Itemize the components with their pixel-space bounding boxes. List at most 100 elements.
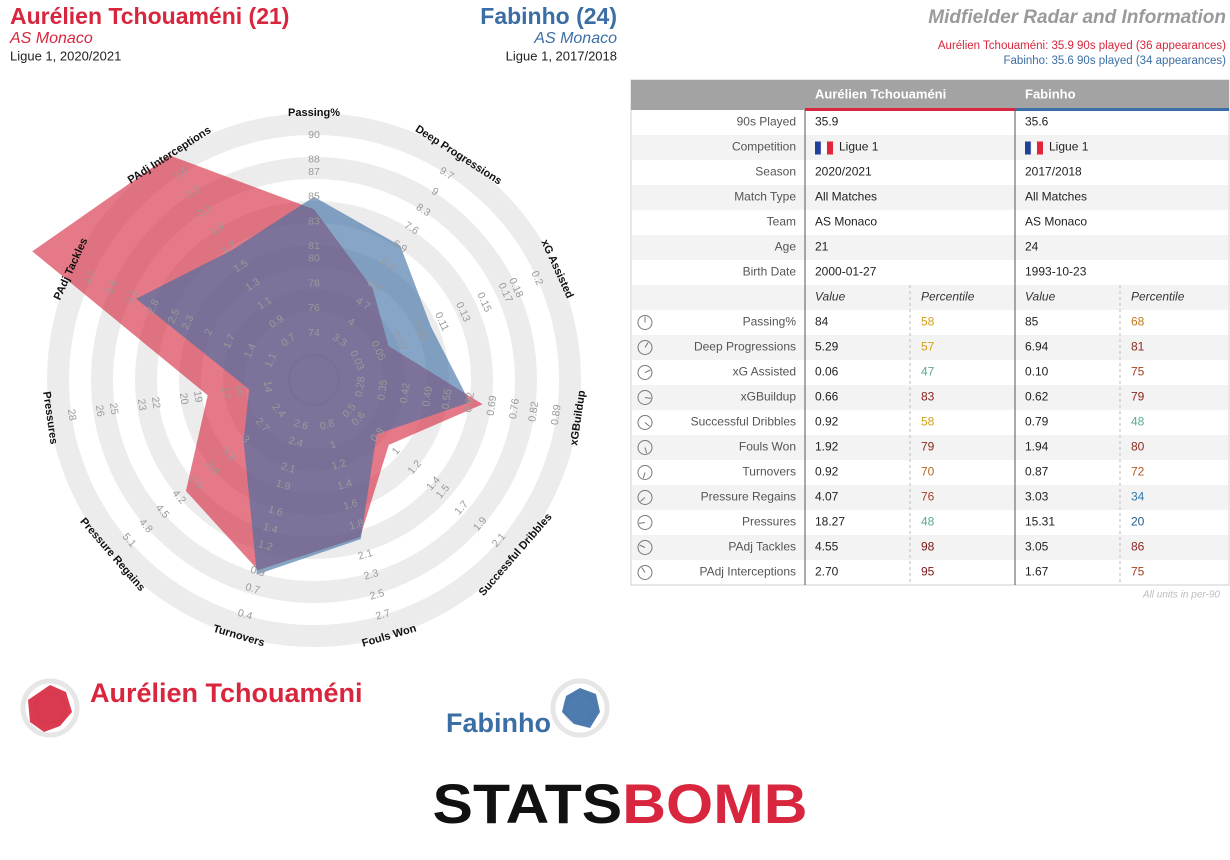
legend-icon (20, 678, 80, 738)
row-shade (632, 385, 1228, 410)
row-label: Match Type (734, 190, 796, 204)
cell-value: 0.87 (1025, 465, 1049, 479)
ring (91, 157, 537, 603)
cell-value: 18.27 (815, 515, 845, 529)
icon-needle (640, 497, 646, 502)
radar-tick-label: 1.8 (348, 517, 366, 533)
radar-tick-label: 19 (191, 390, 205, 403)
row-label: Pressures (742, 515, 796, 529)
flag-icon (815, 141, 833, 155)
row-label: PAdj Interceptions (700, 565, 797, 579)
row-label: Age (775, 240, 797, 254)
radar-tick-label: 3.4 (103, 278, 120, 296)
radar-tick-label: 1.2 (330, 457, 348, 473)
percentile: 48 (1131, 415, 1145, 429)
percentile: 76 (921, 490, 935, 504)
cell-value: All Matches (815, 190, 877, 204)
cell-value: 0.92 (815, 415, 839, 429)
radar-tick-label: 9 (429, 185, 441, 198)
flag-stripe (815, 141, 821, 155)
row-label: Deep Progressions (694, 340, 796, 354)
radar-tick-label: 2.1 (279, 460, 297, 476)
radar-tick-label: 4 (346, 315, 358, 328)
icon-needle (644, 422, 650, 427)
radar-tick-label: 16 (233, 384, 247, 397)
radar-tick-label: 1 (329, 438, 338, 451)
percentile: 75 (1131, 565, 1145, 579)
radar-tick-label: 0.28 (353, 376, 368, 398)
percentile: 83 (921, 390, 935, 404)
cell-value: 2020/2021 (815, 165, 872, 179)
percentile: 80 (1131, 440, 1145, 454)
radar-tick-label: 1.7 (221, 332, 238, 350)
column-header: Fabinho (1025, 86, 1076, 101)
cell-value: 1993-10-23 (1025, 265, 1087, 279)
row-shade (632, 435, 1228, 460)
row-shade (632, 535, 1228, 560)
radar-tick-label: 1.2 (257, 538, 275, 554)
radar-tick-label: 1.4 (336, 477, 354, 493)
row-shade (632, 235, 1228, 260)
left-player-team: AS Monaco (9, 30, 93, 47)
radar-tick-label: 14 (261, 380, 275, 393)
cell-value: 35.6 (1025, 115, 1049, 129)
row-label: Turnovers (742, 465, 796, 479)
icon-needle (644, 447, 648, 454)
radar-tick-label: 2.5 (368, 587, 386, 603)
cell-value: 3.03 (1025, 490, 1049, 504)
cell-value: 3.05 (1025, 540, 1049, 554)
radar-tick-label: 0.69 (485, 394, 500, 416)
radar-tick-label: 88 (308, 154, 320, 166)
radar-tick-label: 23 (135, 398, 149, 411)
cell-value: Ligue 1 (839, 140, 879, 154)
stat-icon (637, 465, 653, 480)
percentile: 58 (921, 315, 935, 329)
flag-stripe (1025, 141, 1031, 155)
percentile: 70 (921, 465, 935, 479)
percentile: 57 (921, 340, 935, 354)
cell-value: 35.9 (815, 115, 839, 129)
left-player-season: Ligue 1, 2020/2021 (10, 48, 121, 63)
percentile: 47 (921, 365, 935, 379)
radar-tick-label: 90 (308, 129, 320, 141)
row-shade (632, 135, 1228, 160)
stat-icon (637, 540, 653, 555)
icon-needle (644, 369, 651, 373)
icon-circle (637, 465, 653, 480)
info-line: Aurélien Tchouaméni: 35.9 90s played (36… (938, 40, 1226, 52)
row-shade (632, 335, 1228, 360)
radar-tick-label: 76 (308, 302, 320, 314)
stat-icon (637, 490, 653, 505)
radar-tick-label: 85 (308, 191, 320, 203)
percentile: 75 (1131, 365, 1145, 379)
icon-needle (644, 397, 652, 399)
radar-tick-label: 3.7 (82, 269, 99, 287)
cell-value: All Matches (1025, 190, 1087, 204)
row-label: Competition (732, 140, 796, 154)
row-label: Passing% (743, 315, 797, 329)
row-label: Pressure Regains (701, 490, 796, 504)
percentile: 98 (921, 540, 935, 554)
cell-value: 0.06 (815, 365, 839, 379)
radar-tick-label: 1.9 (274, 478, 292, 494)
icon-circle (637, 490, 653, 505)
cell-value: Ligue 1 (1049, 140, 1089, 154)
stat-icon (637, 440, 653, 455)
cell-value: 6.94 (1025, 340, 1049, 354)
row-label: 90s Played (737, 115, 796, 129)
cell-value: 0.66 (815, 390, 839, 404)
radar-tick-label: 78 (308, 277, 320, 289)
radar-area (136, 196, 470, 575)
radar-tick-label: 2.6 (292, 417, 310, 433)
row-shade (632, 485, 1228, 510)
icon-circle (637, 390, 653, 405)
row-label: Season (755, 165, 796, 179)
radar-tick-label: 0.49 (420, 385, 435, 407)
icon-circle (637, 415, 653, 430)
radar-tick-label: 28 (65, 408, 79, 421)
radar-tick-label: 1.6 (267, 503, 285, 519)
radar-tick-label: 0.2 (529, 269, 546, 287)
cell-value: 0.10 (1025, 365, 1049, 379)
cell-value: AS Monaco (1025, 215, 1087, 229)
legend-icon (550, 678, 610, 738)
